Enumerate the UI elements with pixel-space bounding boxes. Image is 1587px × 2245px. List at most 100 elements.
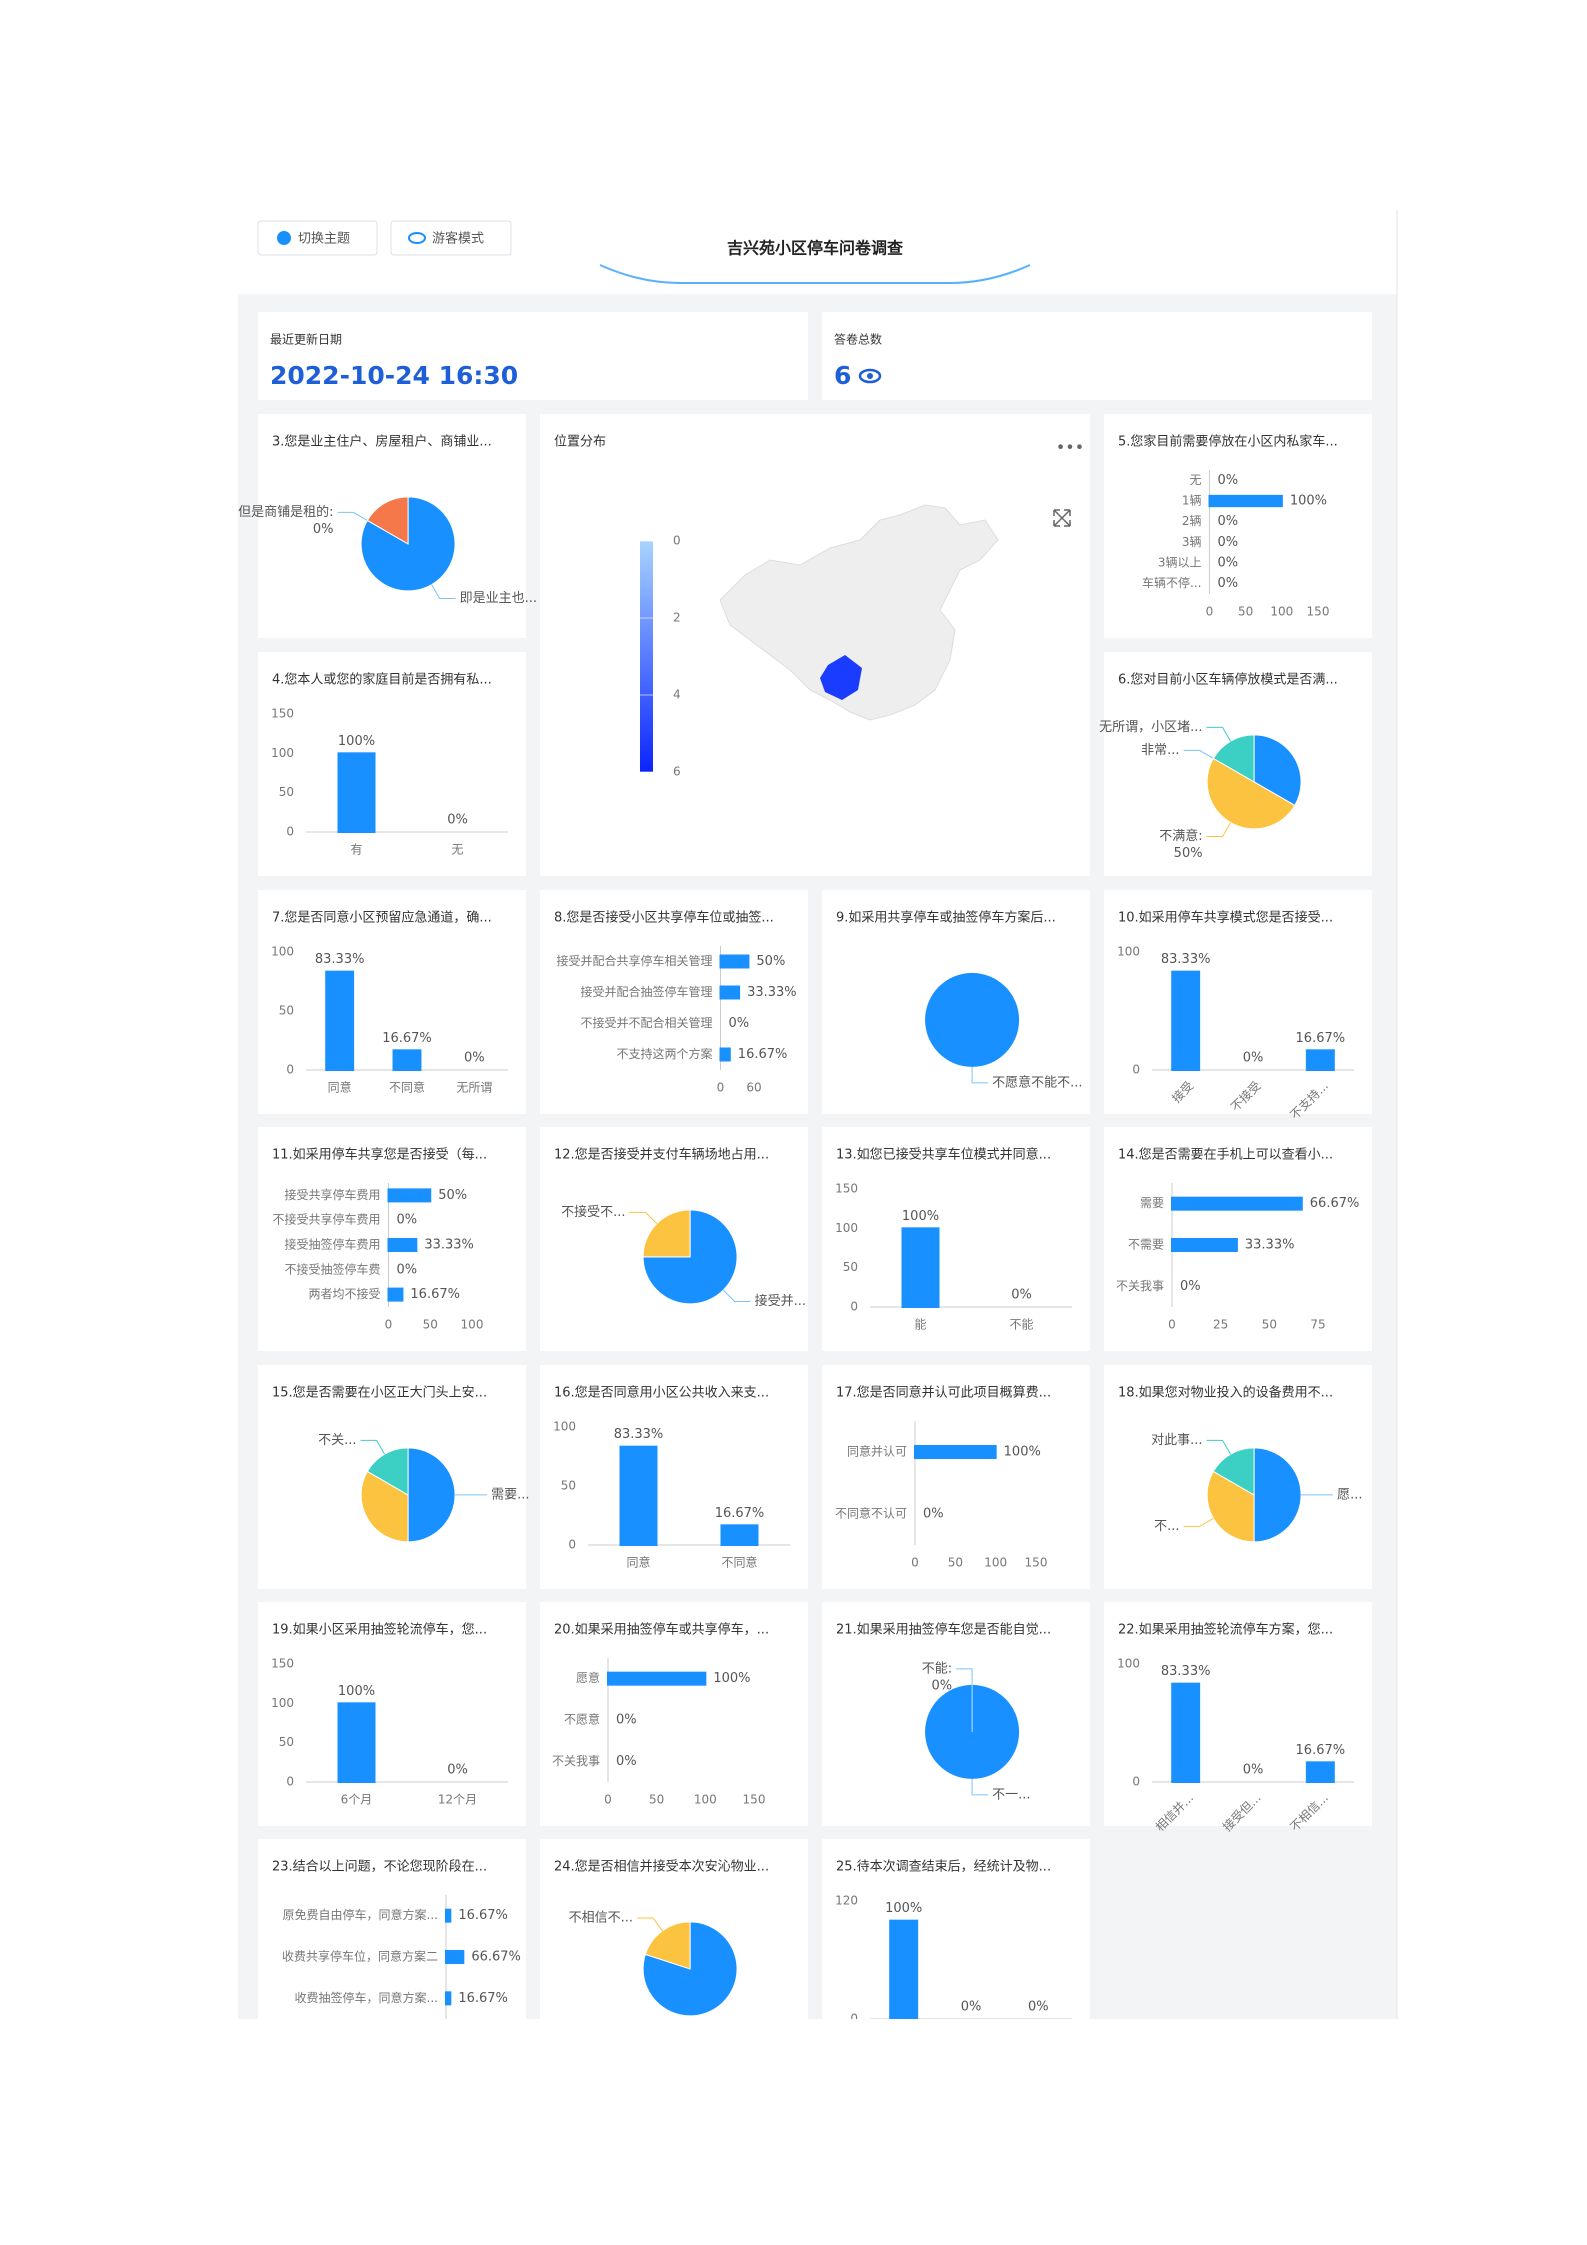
panel-title: 14.您是否需要在手机上可以查看小... — [1118, 1147, 1333, 1163]
leader-line — [431, 584, 456, 599]
y-tick-label: 两者均不接受 — [308, 1286, 380, 1301]
leader-line — [1183, 1517, 1214, 1527]
value-label: 83.33% — [1161, 952, 1211, 967]
x-tick-label: 100 — [461, 1318, 484, 1332]
y-tick-label: 3辆 — [1182, 535, 1202, 549]
x-tick-label: 25 — [1213, 1318, 1228, 1332]
panel — [822, 1839, 1090, 2019]
fullscreen-icon[interactable] — [1053, 509, 1071, 527]
y-tick-label: 0 — [850, 2012, 858, 2026]
x-tick-label: 50 — [1238, 605, 1253, 619]
x-tick-label: 有 — [350, 843, 362, 857]
panel-title: 6.您对目前小区车辆停放模式是否满... — [1118, 672, 1338, 688]
bar — [387, 1238, 418, 1252]
y-tick-label: 愿意 — [576, 1670, 600, 1685]
y-tick-label: 不关我事 — [1116, 1279, 1164, 1293]
bar — [387, 1287, 404, 1302]
map-overlay: ••• — [719, 438, 1084, 721]
y-tick-label: 接受并配合共享停车相关管理 — [556, 953, 712, 968]
panel — [258, 890, 526, 1114]
value-label: 0% — [1011, 1288, 1032, 1303]
leader-line — [629, 1211, 658, 1225]
x-tick-label: 150 — [1025, 1556, 1048, 1570]
panel-title: 18.如果您对物业投入的设备费用不... — [1118, 1385, 1333, 1401]
panel — [822, 1127, 1090, 1351]
value-label: 16.67% — [1296, 1031, 1346, 1046]
value-label: 33.33% — [424, 1238, 474, 1253]
bar — [607, 1671, 707, 1686]
slice-label: 不满意: — [1159, 828, 1202, 844]
panel — [540, 1602, 808, 1826]
value-label: 0% — [923, 1507, 944, 1522]
eye-icon[interactable] — [858, 368, 882, 384]
x-tick-label: 愿意接受 — [870, 2027, 915, 2072]
value-label: 16.67% — [1296, 1743, 1346, 1758]
x-tick-label: 0 — [604, 1793, 612, 1807]
value-label: 16.67% — [458, 1908, 508, 1923]
panel-title: 9.如采用共享停车或抽签停车方案后... — [836, 910, 1056, 926]
panel-title: 17.您是否同意并认可此项目概算费... — [836, 1385, 1051, 1401]
x-tick-label: 0 — [717, 1081, 725, 1095]
slice-label: 不一... — [992, 1787, 1030, 1802]
y-tick-label: 不接受共享停车费用 — [272, 1212, 380, 1227]
button-label: 切换主题 — [298, 232, 350, 247]
x-tick-label: 12个月 — [438, 1793, 477, 1807]
leader-line — [1183, 749, 1214, 759]
card-value: 6 — [834, 361, 851, 390]
x-tick-label: 无 — [451, 843, 463, 857]
bar — [719, 985, 741, 1000]
panel-title: 12.您是否接受并支付车辆场地占用... — [554, 1147, 769, 1163]
bar — [1305, 1761, 1335, 1783]
panel-title: 8.您是否接受小区共享停车位或抽签... — [554, 910, 774, 926]
panel — [1104, 1127, 1372, 1351]
value-label: 100% — [902, 1209, 939, 1224]
panel-title: 3.您是业主住户、房屋租户、商铺业... — [272, 434, 492, 450]
y-tick-label: 1辆 — [1182, 494, 1202, 508]
value-label: 83.33% — [614, 1427, 664, 1442]
x-tick-label: 50 — [649, 1793, 664, 1807]
value-label: 33.33% — [747, 985, 797, 1000]
slice-label: 需要... — [491, 1487, 529, 1502]
value-label: 66.67% — [471, 1950, 521, 1965]
more-icon[interactable]: ••• — [1056, 438, 1084, 457]
y-tick-label: 50 — [279, 785, 294, 799]
x-tick-label: 0 — [1168, 1318, 1176, 1332]
bar — [445, 1991, 452, 2006]
card-label: 最近更新日期 — [270, 332, 342, 347]
value-label: 0% — [1218, 514, 1239, 529]
button-label: 游客模式 — [432, 231, 484, 247]
leader-line — [722, 1289, 751, 1302]
x-tick-label: 75 — [1310, 1318, 1325, 1332]
theme-button[interactable]: 切换主题 — [257, 220, 378, 256]
bar — [889, 1919, 919, 2019]
y-tick-label: 不需要 — [1128, 1238, 1164, 1252]
panel-title: 20.如果采用抽签停车或共享停车，... — [554, 1622, 769, 1638]
slice-label: 即是业主也... — [460, 591, 537, 606]
bar — [1171, 1682, 1201, 1784]
leader-line — [637, 1917, 663, 1932]
panel-title: 13.如您已接受共享车位模式并同意... — [836, 1147, 1051, 1163]
y-tick-label: 50 — [279, 1735, 294, 1749]
panel-title: 24.您是否相信并接受本次安沁物业... — [554, 1859, 769, 1875]
value-label: 100% — [713, 1671, 750, 1686]
bar — [914, 1445, 997, 1459]
panel-title: 19.如果小区采用抽签轮流停车，您... — [272, 1622, 487, 1638]
value-label: 83.33% — [315, 952, 365, 967]
slice-label: 非常... — [1141, 743, 1179, 758]
guest-button[interactable]: 游客模式 — [390, 220, 512, 256]
y-tick-label: 100 — [1117, 1657, 1140, 1671]
y-tick-label: 50 — [279, 1004, 294, 1018]
pie-slice — [366, 496, 409, 545]
x-tick-label: 100 — [1270, 605, 1293, 619]
bar — [1171, 970, 1201, 1071]
value-label: 66.67% — [1310, 1196, 1360, 1211]
y-tick-label: 接受共享停车费用 — [284, 1187, 380, 1202]
slice-value-label: 0% — [313, 522, 334, 537]
value-label: 16.67% — [410, 1287, 460, 1302]
slice-label: 接受并... — [755, 1293, 806, 1309]
value-label: 16.67% — [715, 1506, 765, 1521]
panel-title: 16.您是否同意用小区公共收入来支... — [554, 1385, 769, 1401]
x-tick-label: 150 — [743, 1793, 766, 1807]
panel — [540, 1365, 808, 1589]
bar — [1305, 1049, 1335, 1071]
